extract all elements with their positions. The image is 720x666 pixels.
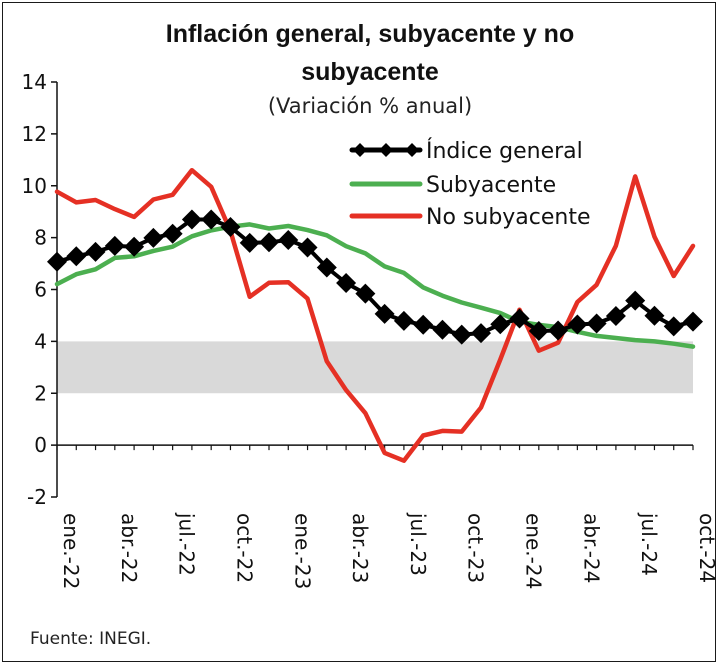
y-axis: -2 0 2 4 6 8 10 12 14	[22, 70, 58, 509]
data-point-general	[374, 303, 395, 324]
data-point-general	[181, 209, 202, 230]
legend: Índice general Subyacente No subyacente	[349, 138, 591, 230]
data-point-general	[393, 310, 414, 331]
data-point-general	[47, 251, 67, 272]
data-point-general	[259, 232, 279, 253]
data-point-general	[528, 321, 549, 341]
data-point-general	[471, 323, 491, 344]
data-point-general	[278, 229, 299, 250]
y-tick-label: 4	[34, 329, 47, 353]
x-tick-label: oct.-24	[695, 513, 719, 583]
data-point-general	[85, 241, 106, 262]
data-point-general	[509, 308, 530, 329]
data-point-general	[625, 290, 646, 311]
x-tick-label: abr.-23	[348, 513, 372, 583]
data-point-general	[548, 320, 569, 341]
target-range-band	[57, 341, 693, 394]
legend-label-0: Índice general	[426, 138, 583, 164]
legend-label-2: No subyacente	[426, 205, 591, 230]
data-point-general	[413, 314, 434, 335]
data-point-general	[297, 237, 318, 258]
chart-subtitle: (Variación % anual)	[268, 94, 472, 118]
x-axis: ene.-22 abr.-22 jul.-22 oct.-22 ene.-23 abr.-…	[56, 444, 719, 589]
data-point-general	[451, 324, 472, 345]
series-line-general	[55, 217, 695, 337]
y-tick-label: 0	[34, 433, 47, 457]
legend-marker	[379, 143, 393, 157]
x-tick-label: abr.-22	[117, 513, 141, 583]
data-point-general	[104, 235, 125, 256]
data-point-general	[605, 305, 626, 326]
series-layer	[47, 167, 703, 463]
x-tick-label: oct.-22	[232, 513, 256, 583]
x-tick-label: jul.-24	[637, 512, 661, 576]
x-tick-label: jul.-23	[406, 512, 430, 576]
data-point-general	[432, 319, 453, 340]
data-point-general	[663, 316, 684, 337]
y-tick-label: 14	[22, 70, 47, 94]
data-point-general	[490, 314, 511, 335]
x-tick-label: jul.-22	[175, 512, 199, 576]
x-tick-label: ene.-23	[290, 513, 314, 589]
series-line-no-subyacente	[54, 167, 696, 463]
series-line-subyacente	[54, 222, 696, 349]
data-point-general	[66, 246, 87, 267]
y-tick-label: 12	[22, 122, 47, 146]
legend-label-1: Subyacente	[426, 173, 556, 198]
y-tick-label: 6	[34, 278, 47, 302]
data-point-general	[239, 232, 260, 253]
data-point-general	[220, 216, 241, 237]
data-point-general	[316, 257, 337, 278]
data-point-general	[162, 223, 183, 244]
y-tick-label: -2	[27, 485, 47, 509]
data-point-general	[355, 283, 376, 304]
source-note: Fuente: INEGI.	[30, 629, 151, 649]
data-point-general	[586, 313, 607, 334]
chart-title-line-1: Inflación general, subyacente y no	[166, 20, 574, 48]
legend-marker	[353, 143, 367, 157]
data-point-general	[336, 273, 357, 294]
data-point-general	[143, 227, 164, 248]
data-point-general	[124, 236, 145, 257]
legend-marker	[405, 143, 419, 157]
y-tick-label: 2	[34, 381, 47, 405]
x-tick-label: ene.-24	[522, 513, 546, 589]
data-point-general	[683, 311, 703, 332]
x-tick-label: oct.-23	[464, 513, 488, 583]
y-tick-label: 8	[34, 226, 47, 250]
chart-title-line-2: subyacente	[301, 58, 439, 86]
data-point-general	[201, 209, 222, 230]
data-point-general	[644, 305, 665, 326]
y-tick-label: 10	[22, 174, 47, 198]
x-tick-label: abr.-24	[579, 513, 603, 583]
x-tick-label: ene.-22	[59, 513, 83, 589]
data-point-general	[567, 314, 588, 335]
